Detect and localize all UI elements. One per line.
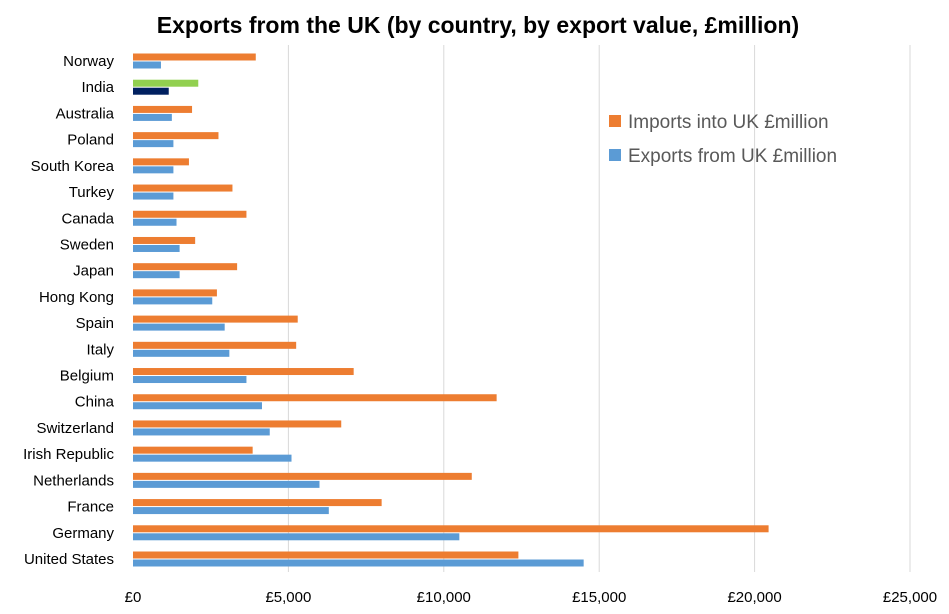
export-bar xyxy=(133,192,174,200)
x-tick-label: £25,000 xyxy=(883,589,937,606)
import-bar xyxy=(133,341,297,349)
export-bar xyxy=(133,113,172,121)
import-bar xyxy=(133,263,238,271)
export-bar xyxy=(133,376,247,384)
export-bar xyxy=(133,480,320,488)
import-bar xyxy=(133,525,769,533)
export-bar xyxy=(133,244,180,252)
x-tick-label: £5,000 xyxy=(265,589,311,606)
category-label: South Korea xyxy=(31,158,115,175)
export-bar xyxy=(133,271,180,279)
export-bar xyxy=(133,507,329,515)
legend-label: Imports into UK £million xyxy=(628,112,829,133)
category-label: Irish Republic xyxy=(23,446,114,463)
category-label: Germany xyxy=(52,525,114,542)
x-tick-label: £0 xyxy=(125,589,142,606)
export-bar xyxy=(133,454,292,462)
import-bar xyxy=(133,105,193,113)
export-bar xyxy=(133,428,270,436)
export-bar xyxy=(133,166,174,174)
import-bar xyxy=(133,210,247,218)
import-bar xyxy=(133,446,253,454)
export-bar xyxy=(133,402,262,410)
x-axis-tick-labels: £0 £5,000 £10,000 £15,000 £20,000 £25,000 xyxy=(125,589,937,606)
import-bar xyxy=(133,551,519,559)
export-bar xyxy=(133,218,177,226)
import-bar xyxy=(133,420,342,428)
category-label: Switzerland xyxy=(36,420,114,437)
legend: Imports into UK £million Exports from UK … xyxy=(609,112,837,167)
export-bar xyxy=(133,140,174,148)
export-bar xyxy=(133,559,584,567)
import-bar xyxy=(133,158,189,166)
import-bar xyxy=(133,472,472,480)
import-bar xyxy=(133,499,382,507)
legend-swatch xyxy=(609,149,621,161)
import-bar xyxy=(133,184,233,192)
x-tick-label: £20,000 xyxy=(727,589,781,606)
x-tick-label: £15,000 xyxy=(572,589,626,606)
import-bar xyxy=(133,394,497,402)
export-bar xyxy=(133,61,161,69)
import-bar xyxy=(133,236,196,244)
category-label: China xyxy=(75,394,115,411)
category-label: Belgium xyxy=(60,368,114,385)
category-label: Netherlands xyxy=(33,472,114,489)
category-label: Spain xyxy=(76,315,114,332)
export-bar xyxy=(133,87,169,95)
export-bar xyxy=(133,349,230,357)
category-label: Australia xyxy=(56,105,115,122)
import-bar xyxy=(133,79,199,87)
legend-swatch xyxy=(609,115,621,127)
import-bar xyxy=(133,53,256,61)
export-bar xyxy=(133,297,213,305)
legend-label: Exports from UK £million xyxy=(628,146,837,167)
category-labels: Norway India Australia Poland South Korea Tur… xyxy=(23,53,115,568)
import-bar xyxy=(133,368,354,376)
export-bar xyxy=(133,323,225,331)
category-label: Norway xyxy=(63,53,114,70)
bars xyxy=(133,53,769,567)
chart-title: Exports from the UK (by country, by expo… xyxy=(157,12,799,38)
x-tick-label: £10,000 xyxy=(417,589,471,606)
category-label: Sweden xyxy=(60,236,114,253)
export-bar xyxy=(133,533,460,541)
category-label: Italy xyxy=(86,341,114,358)
category-label: Turkey xyxy=(69,184,115,201)
import-bar xyxy=(133,315,298,323)
category-label: Canada xyxy=(61,210,114,227)
category-label: France xyxy=(67,499,114,516)
category-label: Japan xyxy=(73,263,114,280)
import-bar xyxy=(133,132,219,140)
category-label: Hong Kong xyxy=(39,289,114,306)
category-label: India xyxy=(81,79,114,96)
import-bar xyxy=(133,289,217,297)
category-label: Poland xyxy=(67,132,114,149)
category-label: United States xyxy=(24,551,114,568)
